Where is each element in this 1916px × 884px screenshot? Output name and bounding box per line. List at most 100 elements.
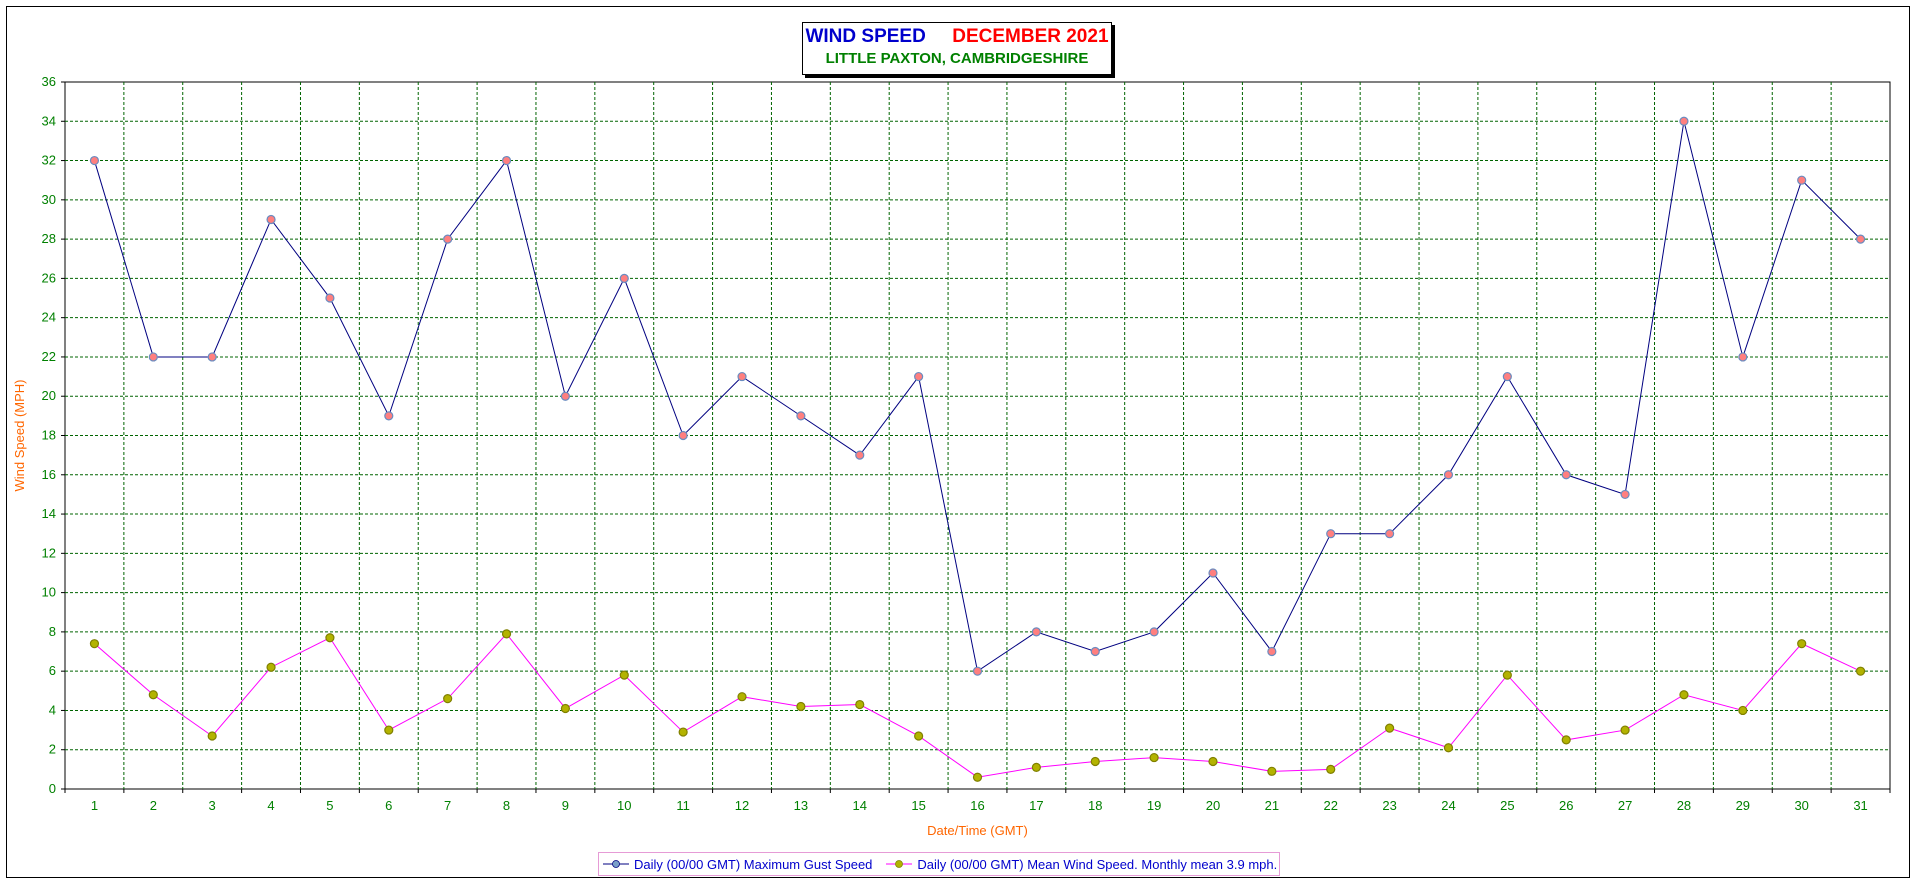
data-point-mean bbox=[914, 731, 924, 741]
data-point-gust bbox=[384, 411, 394, 421]
data-point-mean bbox=[1031, 762, 1041, 772]
data-point-gust bbox=[1738, 352, 1748, 362]
data-point-gust bbox=[443, 234, 453, 244]
data-point-gust bbox=[148, 352, 158, 362]
data-point-gust bbox=[89, 155, 100, 166]
x-tick-label: 17 bbox=[1029, 798, 1043, 813]
data-point-gust bbox=[1620, 489, 1630, 500]
data-point-mean bbox=[325, 633, 335, 643]
data-point-mean bbox=[1738, 705, 1748, 716]
y-tick-label: 26 bbox=[42, 270, 56, 285]
data-point-gust bbox=[1090, 646, 1100, 657]
x-tick-label: 10 bbox=[617, 798, 631, 813]
data-point-gust bbox=[619, 273, 629, 283]
x-tick-label: 3 bbox=[209, 798, 216, 813]
data-point-gust bbox=[1797, 175, 1807, 185]
x-tick-label: 7 bbox=[444, 798, 451, 813]
data-point-gust bbox=[1031, 627, 1041, 637]
data-point-gust bbox=[501, 155, 512, 166]
x-tick-label: 4 bbox=[267, 798, 274, 813]
data-point-gust bbox=[1149, 627, 1159, 637]
x-tick-label: 16 bbox=[970, 798, 984, 813]
data-point-gust bbox=[1679, 116, 1689, 126]
data-point-mean bbox=[1561, 735, 1571, 745]
x-tick-label: 13 bbox=[794, 798, 808, 813]
x-tick-label: 26 bbox=[1559, 798, 1573, 813]
data-point-gust bbox=[1443, 470, 1454, 480]
data-point-gust bbox=[914, 371, 924, 382]
x-tick-label: 22 bbox=[1323, 798, 1337, 813]
y-tick-label: 12 bbox=[42, 545, 56, 560]
data-point-mean bbox=[1502, 670, 1512, 680]
y-tick-label: 20 bbox=[42, 388, 56, 403]
chart-title-box: WIND SPEED DECEMBER 2021 LITTLE PAXTON, … bbox=[802, 22, 1112, 75]
data-point-mean bbox=[1326, 764, 1336, 774]
data-point-gust bbox=[855, 450, 865, 460]
chart-frame bbox=[6, 6, 1910, 878]
data-point-mean bbox=[619, 670, 629, 680]
data-point-gust bbox=[207, 352, 217, 362]
legend-gust-label: Daily (00/00 GMT) Maximum Gust Speed bbox=[634, 856, 873, 872]
y-tick-label: 32 bbox=[42, 153, 56, 168]
data-point-mean bbox=[678, 727, 688, 737]
chart-title: WIND SPEED DECEMBER 2021 bbox=[803, 26, 1111, 48]
data-point-mean bbox=[1090, 756, 1100, 767]
data-point-mean bbox=[443, 694, 453, 704]
x-tick-label: 20 bbox=[1206, 798, 1220, 813]
y-tick-label: 36 bbox=[42, 74, 56, 89]
x-tick-label: 12 bbox=[735, 798, 749, 813]
y-tick-label: 14 bbox=[42, 506, 56, 521]
y-tick-label: 10 bbox=[42, 585, 56, 600]
x-tick-label: 30 bbox=[1794, 798, 1808, 813]
data-point-gust bbox=[1502, 371, 1512, 382]
chart-legend: Daily (00/00 GMT) Maximum Gust Speed Dai… bbox=[598, 852, 1280, 876]
data-point-mean bbox=[1855, 666, 1866, 676]
data-point-gust bbox=[1384, 529, 1395, 539]
y-tick-label: 18 bbox=[42, 428, 56, 443]
data-point-mean bbox=[1149, 752, 1159, 763]
data-point-mean bbox=[1679, 690, 1689, 700]
data-point-mean bbox=[1208, 756, 1218, 767]
y-tick-label: 22 bbox=[42, 349, 56, 364]
legend-item-gust: Daily (00/00 GMT) Maximum Gust Speed bbox=[603, 857, 872, 872]
y-tick-label: 28 bbox=[42, 231, 56, 246]
data-point-mean bbox=[384, 725, 394, 735]
data-point-mean bbox=[560, 703, 571, 714]
data-point-gust bbox=[1267, 646, 1277, 657]
y-tick-label: 8 bbox=[49, 624, 56, 639]
x-tick-label: 21 bbox=[1265, 798, 1279, 813]
data-point-mean bbox=[207, 731, 217, 741]
x-tick-label: 28 bbox=[1677, 798, 1691, 813]
data-point-gust bbox=[266, 214, 276, 225]
x-tick-label: 18 bbox=[1088, 798, 1102, 813]
data-point-mean bbox=[1797, 639, 1807, 649]
legend-gust-swatch bbox=[603, 860, 629, 868]
y-tick-label: 30 bbox=[42, 192, 56, 207]
data-point-mean bbox=[266, 662, 276, 672]
data-point-gust bbox=[1561, 470, 1571, 480]
data-point-gust bbox=[560, 391, 571, 401]
data-point-mean bbox=[89, 639, 100, 649]
data-point-mean bbox=[1267, 766, 1277, 776]
x-tick-label: 25 bbox=[1500, 798, 1514, 813]
y-axis-title: Wind Speed (MPH) bbox=[12, 380, 27, 492]
data-point-mean bbox=[972, 772, 983, 782]
x-tick-label: 23 bbox=[1382, 798, 1396, 813]
x-tick-label: 11 bbox=[676, 798, 690, 813]
x-tick-label: 5 bbox=[326, 798, 333, 813]
x-tick-label: 9 bbox=[562, 798, 569, 813]
x-tick-label: 8 bbox=[503, 798, 510, 813]
data-point-gust bbox=[1855, 234, 1866, 244]
x-tick-label: 6 bbox=[385, 798, 392, 813]
data-point-gust bbox=[678, 430, 688, 441]
chart-subtitle: LITTLE PAXTON, CAMBRIDGESHIRE bbox=[825, 50, 1089, 67]
x-tick-label: 19 bbox=[1147, 798, 1161, 813]
data-point-gust bbox=[1208, 568, 1218, 578]
data-point-gust bbox=[796, 411, 806, 421]
data-point-mean bbox=[737, 692, 747, 702]
data-point-mean bbox=[1384, 723, 1395, 733]
y-tick-label: 2 bbox=[49, 742, 56, 757]
data-point-gust bbox=[325, 293, 335, 303]
data-point-gust bbox=[737, 371, 747, 382]
